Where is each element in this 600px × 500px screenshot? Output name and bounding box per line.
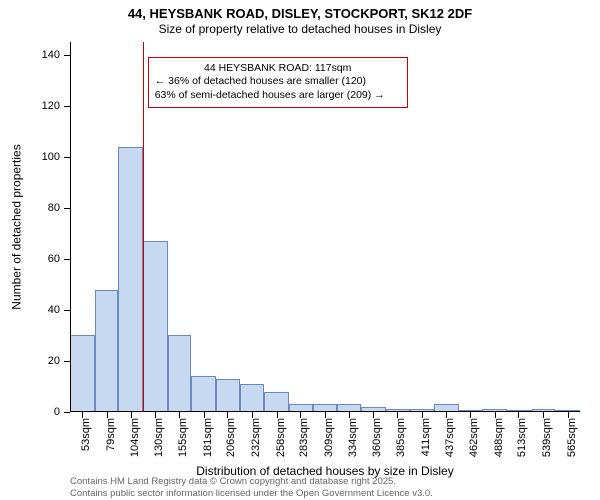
histogram-bar [216, 379, 240, 412]
x-tick-label: 539sqm [541, 418, 553, 457]
histogram-bar [337, 404, 361, 412]
histogram-bar [264, 392, 289, 412]
histogram-bar [70, 335, 95, 412]
x-tick-label: 309sqm [323, 418, 335, 457]
histogram-bar [240, 384, 265, 412]
y-tick [64, 208, 70, 209]
credits: Contains HM Land Registry data © Crown c… [70, 476, 433, 499]
figure: 44, HEYSBANK ROAD, DISLEY, STOCKPORT, SK… [0, 0, 600, 500]
annotation-line: 63% of semi-detached houses are larger (… [155, 89, 401, 103]
x-tick-label: 334sqm [347, 418, 359, 457]
histogram-bar [143, 241, 168, 412]
marker-line [143, 42, 144, 412]
x-tick-label: 437sqm [444, 418, 456, 457]
annotation-box: 44 HEYSBANK ROAD: 117sqm← 36% of detache… [148, 57, 408, 108]
x-tick-label: 155sqm [177, 418, 189, 457]
chart-area: 02040608010012014053sqm79sqm104sqm130sqm… [70, 42, 580, 412]
page-subtitle: Size of property relative to detached ho… [0, 22, 600, 36]
credits-line-2: Contains public sector information licen… [70, 488, 433, 499]
x-tick-label: 104sqm [129, 418, 141, 457]
x-tick-label: 462sqm [468, 418, 480, 457]
x-tick-label: 513sqm [516, 418, 528, 457]
y-tick [64, 106, 70, 107]
y-tick-label: 40 [48, 304, 60, 316]
y-axis-label: Number of detached properties [10, 144, 24, 309]
x-tick-label: 385sqm [395, 418, 407, 457]
histogram-bar [118, 147, 143, 412]
x-tick-label: 360sqm [371, 418, 383, 457]
y-tick-label: 60 [48, 253, 60, 265]
y-tick [64, 361, 70, 362]
histogram-bar [168, 335, 192, 412]
x-tick-label: 411sqm [420, 418, 432, 456]
x-tick-label: 206sqm [225, 418, 237, 457]
x-tick-label: 53sqm [80, 418, 92, 451]
histogram-bar [434, 404, 459, 412]
histogram-bar [191, 376, 216, 412]
histogram-bar [289, 404, 313, 412]
y-tick-label: 120 [42, 100, 60, 112]
y-tick [64, 259, 70, 260]
y-tick [64, 310, 70, 311]
y-tick-label: 0 [54, 406, 60, 418]
x-tick-label: 258sqm [275, 418, 287, 457]
y-tick-label: 140 [42, 49, 60, 61]
x-tick-label: 232sqm [250, 418, 262, 457]
x-tick-label: 488sqm [493, 418, 505, 457]
x-tick-label: 283sqm [298, 418, 310, 457]
y-tick [64, 412, 70, 413]
histogram-bar [313, 404, 338, 412]
y-axis-label-container: Number of detached properties [10, 42, 24, 412]
x-tick-label: 181sqm [202, 418, 214, 457]
y-tick [64, 55, 70, 56]
y-tick-label: 100 [42, 151, 60, 163]
credits-line-1: Contains HM Land Registry data © Crown c… [70, 476, 433, 487]
y-tick [64, 157, 70, 158]
x-tick-label: 565sqm [566, 418, 578, 457]
annotation-line: ← 36% of detached houses are smaller (12… [155, 75, 401, 89]
x-tick-label: 130sqm [153, 418, 165, 457]
annotation-line: 44 HEYSBANK ROAD: 117sqm [155, 62, 401, 76]
x-tick-label: 79sqm [105, 418, 117, 451]
y-tick-label: 80 [48, 202, 60, 214]
y-tick-label: 20 [48, 355, 60, 367]
histogram-bar [95, 290, 119, 412]
page-title: 44, HEYSBANK ROAD, DISLEY, STOCKPORT, SK… [0, 6, 600, 21]
